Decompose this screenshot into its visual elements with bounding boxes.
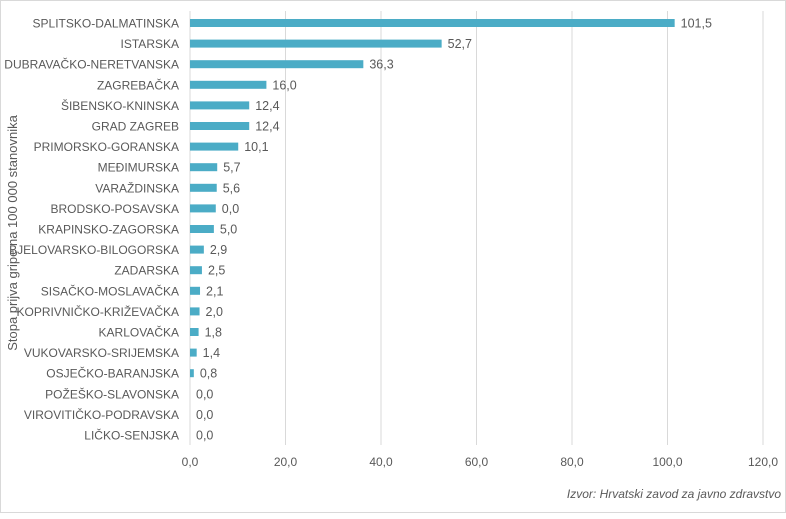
bar	[190, 204, 216, 213]
y-axis-title: Stopa prijva gripe na 100 000 stanovnika	[5, 114, 20, 350]
x-tick-label: 100,0	[652, 455, 682, 469]
x-tick-label: 20,0	[274, 455, 298, 469]
category-label: SISAČKO-MOSLAVAČKA	[41, 283, 179, 298]
bar	[190, 183, 217, 192]
bar	[190, 122, 250, 130]
x-tick-label: 60,0	[465, 455, 489, 469]
category-label: MEĐIMURSKA	[98, 161, 179, 175]
data-label: 12,4	[255, 120, 279, 134]
x-tick-label: 120,0	[748, 455, 778, 469]
category-label: OSJEČKO-BARANJSKA	[46, 366, 179, 381]
category-label: GRAD ZAGREB	[92, 120, 179, 134]
data-label: 0,0	[196, 408, 213, 422]
category-label: ZAGREBAČKA	[97, 77, 179, 92]
data-label: 12,4	[255, 99, 279, 113]
category-label: KOPRIVNIČKO-KRIŽEVAČKA	[17, 304, 179, 319]
source-note: Izvor: Hrvatski zavod za javno zdravstvo	[567, 487, 781, 501]
category-label: KRAPINSKO-ZAGORSKA	[38, 223, 179, 237]
data-label: 2,9	[210, 243, 227, 257]
data-label: 2,0	[206, 305, 223, 319]
data-label: 16,0	[272, 78, 296, 92]
category-label: VIROVITIČKO-PODRAVSKA	[24, 407, 179, 422]
category-label: VUKOVARSKO-SRIJEMSKA	[24, 346, 179, 360]
category-label: SPLITSKO-DALMATINSKA	[33, 17, 179, 31]
x-tick-label: 80,0	[560, 455, 584, 469]
bar	[190, 266, 202, 275]
bar	[190, 80, 267, 89]
bar	[190, 60, 364, 69]
bar	[190, 348, 197, 357]
category-label: ISTARSKA	[121, 37, 179, 51]
category-label: KARLOVAČKA	[99, 325, 179, 340]
data-label: 101,5	[681, 17, 712, 31]
data-label: 1,4	[203, 346, 220, 360]
bar	[190, 369, 194, 378]
bar	[190, 163, 218, 172]
bar	[190, 101, 250, 110]
category-label: VARAŽDINSKA	[95, 180, 179, 195]
data-label: 2,1	[206, 284, 223, 298]
data-label: 5,6	[223, 181, 240, 195]
bar	[190, 39, 442, 48]
x-tick-label: 40,0	[369, 455, 393, 469]
data-label: 1,8	[205, 326, 222, 340]
data-label: 36,3	[369, 58, 393, 72]
category-label: BRODSKO-POSAVSKA	[51, 202, 179, 216]
data-label: 5,7	[223, 161, 240, 175]
x-tick-label: 0,0	[182, 455, 199, 469]
category-label: DUBRAVAČKO-NERETVANSKA	[4, 57, 179, 72]
category-label: ŠIBENSKO-KNINSKA	[61, 98, 179, 113]
data-label: 5,0	[220, 223, 237, 237]
bar	[190, 328, 199, 336]
data-label: 0,8	[200, 367, 217, 381]
data-label: 2,5	[208, 264, 225, 278]
data-label: 0,0	[222, 202, 239, 216]
bar	[190, 245, 204, 254]
category-label: ZADARSKA	[114, 264, 179, 278]
category-label: BJELOVARSKO-BILOGORSKA	[9, 243, 179, 257]
data-label: 10,1	[244, 140, 268, 154]
bar	[190, 307, 200, 316]
category-label: LIČKO-SENJSKA	[84, 428, 179, 443]
bar	[190, 286, 201, 295]
data-label: 52,7	[448, 37, 472, 51]
bar	[190, 225, 214, 233]
data-label: 0,0	[196, 387, 213, 401]
bar	[190, 142, 239, 151]
category-label: POŽEŠKO-SLAVONSKA	[45, 386, 179, 401]
category-label: PRIMORSKO-GORANSKA	[34, 140, 179, 154]
data-label: 0,0	[196, 429, 213, 443]
bar	[190, 19, 675, 27]
